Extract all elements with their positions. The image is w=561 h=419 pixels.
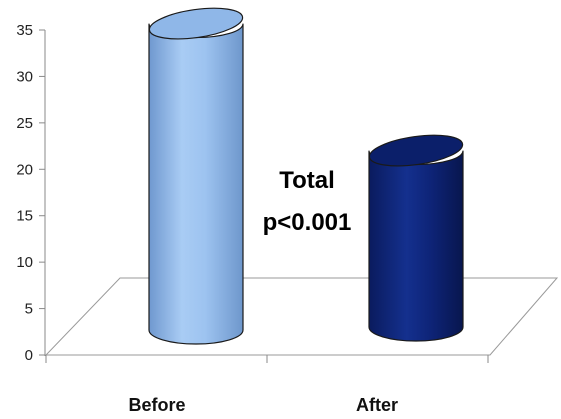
bar-before xyxy=(148,23,244,345)
chart-floor xyxy=(44,277,559,356)
bar-after xyxy=(368,150,464,342)
y-tick-label: 20 xyxy=(16,161,33,178)
category-label-before: Before xyxy=(128,395,185,415)
y-tick-label: 35 xyxy=(16,22,33,39)
y-tick-label: 0 xyxy=(25,347,33,364)
y-tick-label: 5 xyxy=(25,301,33,318)
category-label-after: After xyxy=(356,395,398,415)
y-axis-ticks: 0 5 10 15 20 25 30 35 xyxy=(16,22,45,364)
y-tick-label: 25 xyxy=(16,115,33,132)
bar-after-top xyxy=(368,134,464,167)
y-tick-label: 30 xyxy=(16,68,33,85)
bar-series xyxy=(148,7,464,345)
y-tick-label: 15 xyxy=(16,208,33,225)
annotation-total: Total xyxy=(279,167,335,194)
y-tick-label: 10 xyxy=(16,254,33,271)
annotation-pvalue: p<0.001 xyxy=(263,209,352,236)
bar-before-top xyxy=(148,7,244,40)
